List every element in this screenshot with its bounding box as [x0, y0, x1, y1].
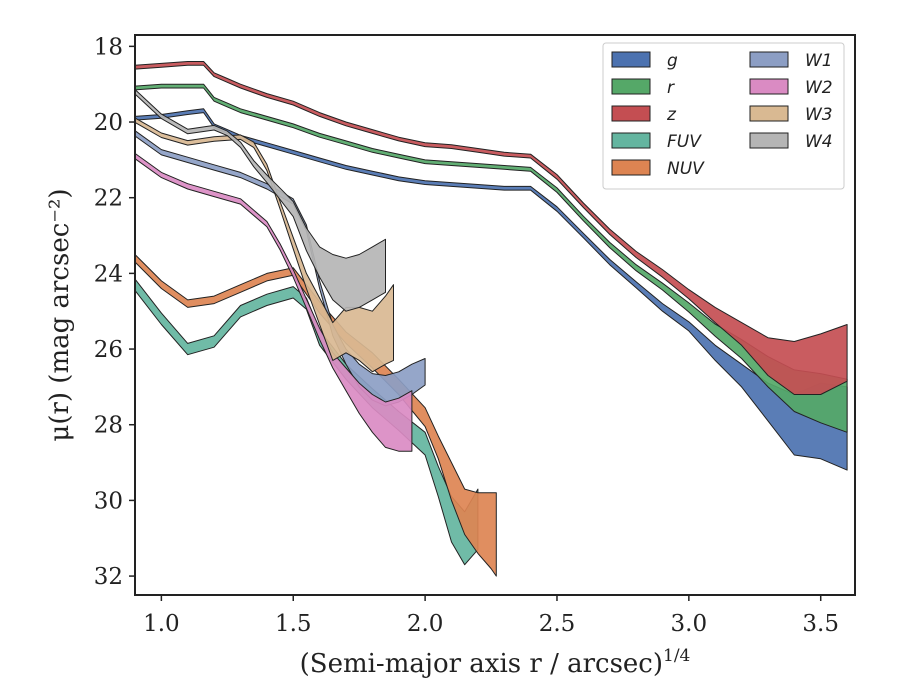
- legend-label-W3: W3: [805, 105, 833, 125]
- legend-label-NUV: NUV: [667, 159, 705, 179]
- y-axis-title: μ(r) (mag arcsec⁻²): [45, 188, 75, 441]
- y-tick-label: 28: [94, 413, 123, 439]
- legend-label-FUV: FUV: [667, 132, 702, 152]
- legend-swatch-g: [611, 51, 651, 68]
- band-W4: [134, 89, 386, 312]
- legend-label-g: g: [667, 51, 678, 71]
- legend-swatch-r: [611, 78, 651, 95]
- band-r: [134, 83, 848, 433]
- band-z: [134, 61, 848, 395]
- legend-swatch-W4: [749, 132, 789, 149]
- y-tick-label: 22: [94, 186, 123, 212]
- x-tick-label: 2.5: [539, 611, 576, 637]
- band-W2: [134, 152, 413, 452]
- legend-swatch-W3: [749, 105, 789, 122]
- y-tick-label: 30: [94, 488, 123, 514]
- x-tick-label: 1.0: [143, 611, 180, 637]
- legend-swatch-W1: [749, 51, 789, 68]
- legend-label-W4: W4: [805, 132, 833, 152]
- profile-bands: [134, 61, 848, 577]
- legend-label-W1: W1: [805, 51, 833, 71]
- band-W3: [134, 117, 394, 373]
- y-tick-label: 32: [94, 564, 123, 590]
- legend-swatch-W2: [749, 78, 789, 95]
- x-tick-label: 2.0: [407, 611, 444, 637]
- plot-frame: [134, 34, 856, 596]
- x-axis-title: (Semi-major axis r / arcsec)1/4: [300, 646, 691, 679]
- x-tick-label: 3.0: [671, 611, 708, 637]
- y-tick-label: 26: [94, 337, 123, 363]
- legend-label-z: z: [666, 105, 677, 125]
- band-g: [134, 108, 848, 471]
- x-tick-label: 1.5: [275, 611, 312, 637]
- x-axis-ticks: 1.0 1.5 2.0 2.5 3.0 3.5: [143, 595, 839, 637]
- legend-label-W2: W2: [805, 78, 833, 98]
- legend-label-r: r: [667, 78, 675, 98]
- y-axis-ticks: 18 20 22 24 26 28 30 32: [94, 34, 135, 590]
- y-tick-label: 18: [94, 34, 123, 60]
- y-tick-label: 24: [94, 261, 123, 287]
- legend-swatch-NUV: [611, 159, 651, 176]
- legend-swatch-z: [611, 105, 651, 122]
- y-tick-label: 20: [94, 110, 123, 136]
- band-NUV: [134, 254, 497, 577]
- legend-swatch-FUV: [611, 132, 651, 149]
- legend: grz FUV NUV W1 W2 W3 W4: [602, 42, 845, 190]
- x-tick-label: 3.5: [802, 611, 839, 637]
